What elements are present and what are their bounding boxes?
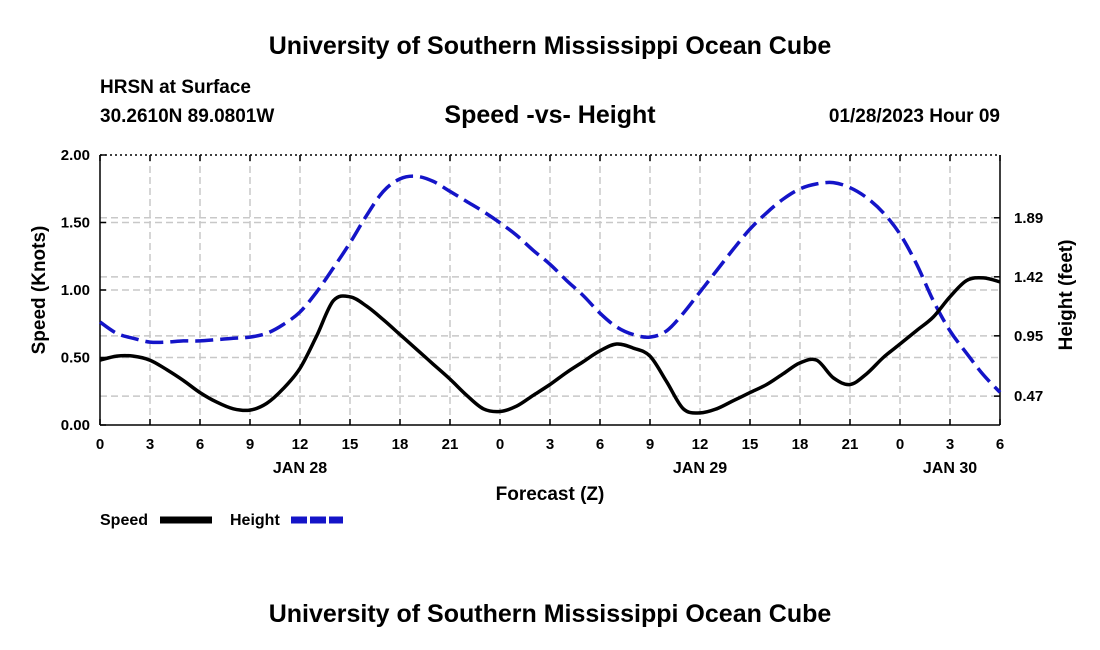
y-right-tick-label: 0.95 xyxy=(1014,328,1043,345)
x-tick-label: 9 xyxy=(646,436,654,453)
coordinates-label: 30.2610N 89.0801W xyxy=(100,106,275,127)
y-left-tick-label: 1.50 xyxy=(61,215,90,232)
y-right-tick-label: 1.89 xyxy=(1014,210,1043,227)
x-tick-label: 0 xyxy=(896,436,904,453)
legend-label-speed: Speed xyxy=(100,512,148,529)
x-axis-title: Forecast (Z) xyxy=(496,484,605,505)
y-axis-left-title: Speed (Knots) xyxy=(29,226,50,355)
date-label: JAN 28 xyxy=(273,460,327,477)
series-line-height xyxy=(98,174,1002,394)
x-tick-label: 21 xyxy=(842,436,859,453)
chart-subtitle: Speed -vs- Height xyxy=(444,101,656,129)
legend-label-height: Height xyxy=(230,512,280,529)
y-left-tick-label: 0.50 xyxy=(61,350,90,367)
y-left-tick-label: 2.00 xyxy=(61,147,90,164)
footer-title: University of Southern Mississippi Ocean… xyxy=(268,600,832,628)
x-tick-label: 12 xyxy=(692,436,709,453)
y-right-tick-label: 0.47 xyxy=(1014,388,1043,405)
x-tick-label: 12 xyxy=(292,436,309,453)
x-tick-label: 6 xyxy=(996,436,1004,453)
x-tick-label: 15 xyxy=(742,436,759,453)
x-tick-label: 21 xyxy=(442,436,459,453)
series-line-speed xyxy=(99,275,1001,415)
y-left-tick-label: 0.00 xyxy=(61,417,90,434)
x-tick-label: 9 xyxy=(246,436,254,453)
datetime-label: 01/28/2023 Hour 09 xyxy=(828,106,1000,127)
x-tick-label: 6 xyxy=(196,436,204,453)
x-tick-label: 18 xyxy=(792,436,809,453)
date-label: JAN 29 xyxy=(673,460,727,477)
y-left-tick-label: 1.00 xyxy=(61,282,90,299)
x-tick-label: 6 xyxy=(596,436,604,453)
x-tick-label: 15 xyxy=(342,436,359,453)
station-label: HRSN at Surface xyxy=(100,77,251,98)
y-axis-right-title: Height (feet) xyxy=(1056,240,1077,351)
x-tick-label: 3 xyxy=(946,436,954,453)
date-label: JAN 30 xyxy=(923,460,977,477)
x-tick-label: 3 xyxy=(546,436,554,453)
y-right-tick-label: 1.42 xyxy=(1014,269,1043,286)
main-title: University of Southern Mississippi Ocean… xyxy=(268,32,832,60)
x-tick-label: 0 xyxy=(496,436,504,453)
x-tick-label: 3 xyxy=(146,436,154,453)
x-tick-label: 0 xyxy=(96,436,104,453)
x-tick-label: 18 xyxy=(392,436,409,453)
